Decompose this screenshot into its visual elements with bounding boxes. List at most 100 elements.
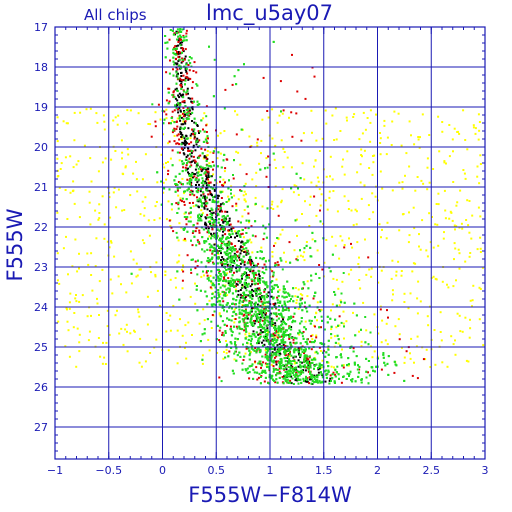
data-point — [297, 349, 300, 352]
data-point — [232, 256, 235, 258]
data-point — [183, 39, 186, 42]
data-point — [312, 297, 315, 300]
data-point — [248, 371, 251, 374]
data-point — [452, 150, 454, 153]
data-point — [255, 293, 258, 296]
data-point — [313, 165, 315, 168]
data-point — [370, 345, 372, 348]
data-point — [276, 348, 279, 351]
data-point — [197, 156, 200, 159]
data-point — [243, 310, 246, 313]
data-point — [176, 51, 178, 53]
data-point — [306, 295, 309, 298]
data-point — [264, 369, 267, 372]
data-point — [393, 110, 396, 113]
data-point — [224, 210, 227, 213]
data-point — [275, 374, 278, 377]
data-point — [261, 258, 264, 261]
data-point — [181, 134, 184, 136]
data-point — [139, 213, 142, 216]
data-point — [249, 351, 252, 353]
data-point — [210, 327, 213, 329]
data-point — [314, 240, 317, 243]
data-point — [342, 364, 345, 367]
data-point — [464, 177, 467, 180]
data-point — [105, 341, 108, 344]
data-point — [337, 342, 340, 345]
data-point — [170, 226, 173, 229]
data-point — [467, 360, 470, 363]
data-point — [314, 291, 317, 294]
data-point — [216, 262, 219, 265]
data-point — [186, 113, 188, 115]
data-point — [150, 271, 152, 274]
data-point — [162, 191, 165, 194]
data-point — [278, 343, 281, 346]
data-point — [372, 161, 375, 164]
data-point — [279, 363, 282, 366]
data-point — [207, 261, 210, 264]
data-point — [299, 356, 302, 359]
data-point — [405, 152, 408, 155]
data-point — [362, 111, 365, 114]
data-point — [186, 216, 189, 219]
data-point — [81, 294, 84, 297]
data-point — [206, 274, 209, 277]
data-point — [151, 103, 154, 106]
data-point — [176, 28, 179, 31]
data-point — [352, 347, 355, 350]
data-point — [212, 261, 214, 264]
data-point — [176, 184, 179, 186]
data-point — [181, 170, 184, 173]
data-point — [254, 202, 257, 205]
data-point — [135, 160, 137, 163]
data-point — [286, 300, 289, 303]
data-point — [369, 121, 372, 124]
data-point — [224, 88, 227, 91]
data-point — [219, 240, 222, 243]
data-point — [318, 362, 321, 365]
data-point — [162, 122, 165, 125]
data-point — [114, 150, 117, 152]
data-point — [218, 271, 220, 274]
data-point — [243, 251, 246, 253]
data-point — [284, 351, 287, 354]
data-point — [463, 172, 466, 175]
data-point — [289, 342, 292, 345]
data-point — [112, 191, 115, 194]
data-point — [234, 280, 236, 283]
data-point — [185, 32, 188, 35]
data-point — [187, 160, 190, 163]
data-point — [174, 45, 177, 48]
data-point — [347, 199, 350, 202]
data-point — [180, 136, 183, 138]
data-point — [160, 180, 163, 183]
data-point — [212, 173, 215, 176]
data-point — [216, 197, 219, 200]
data-point — [216, 228, 219, 231]
data-point — [174, 277, 177, 279]
data-point — [277, 334, 280, 337]
data-point — [280, 259, 283, 262]
data-point — [315, 380, 318, 383]
data-point — [295, 112, 298, 115]
data-point — [280, 345, 283, 347]
data-point — [180, 133, 183, 136]
data-point — [219, 261, 222, 264]
data-point — [115, 206, 118, 209]
data-point — [288, 358, 291, 361]
data-point — [103, 223, 106, 226]
data-point — [400, 274, 403, 277]
data-point — [272, 318, 275, 321]
data-point — [317, 180, 320, 183]
data-point — [256, 371, 259, 374]
data-point — [272, 303, 275, 305]
data-point — [208, 182, 210, 185]
data-point — [260, 309, 263, 312]
data-point — [184, 158, 187, 161]
data-point — [236, 113, 239, 116]
data-point — [196, 84, 199, 87]
data-point — [203, 172, 206, 175]
data-point — [56, 279, 59, 282]
data-point — [236, 250, 239, 253]
